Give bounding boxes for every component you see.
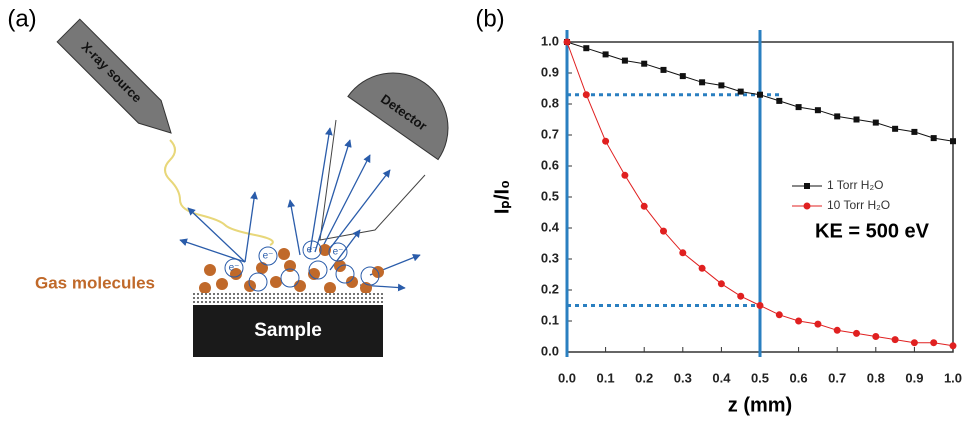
marker xyxy=(679,73,686,80)
x-tick-label: 0.1 xyxy=(597,370,615,385)
y-tick-label: 0.4 xyxy=(541,219,560,234)
x-tick-label: 0.0 xyxy=(558,370,576,385)
legend-label: 1 Torr H₂O xyxy=(827,178,883,192)
y-axis-label: Iₚ/I₀ xyxy=(491,180,513,214)
marker xyxy=(718,82,725,89)
marker xyxy=(872,119,879,126)
marker xyxy=(679,249,687,257)
x-tick-label: 0.7 xyxy=(828,370,846,385)
marker xyxy=(930,339,938,347)
marker xyxy=(892,125,899,132)
annotation: KE = 500 eV xyxy=(815,220,930,242)
x-tick-label: 1.0 xyxy=(944,370,962,385)
marker xyxy=(950,138,956,145)
marker xyxy=(872,333,880,340)
electron-paths xyxy=(179,127,421,292)
panel-label: (a) xyxy=(7,5,36,32)
marker xyxy=(833,326,841,334)
legend-label: 10 Torr H₂O xyxy=(827,198,890,212)
panel-label: (b) xyxy=(475,5,504,32)
marker xyxy=(930,135,937,142)
marker xyxy=(737,292,745,300)
marker xyxy=(698,264,706,272)
diagram: X-ray source Detector e⁻ e⁻ e⁻ e⁻ Gas mo… xyxy=(35,18,449,357)
y-tick-label: 0.7 xyxy=(541,126,559,141)
marker xyxy=(853,329,860,337)
marker xyxy=(699,79,706,86)
sample xyxy=(193,305,383,357)
gas-molecules xyxy=(199,244,384,294)
legend-marker xyxy=(804,183,810,189)
marker xyxy=(583,45,590,52)
marker xyxy=(775,311,783,319)
electrons: e⁻ e⁻ e⁻ e⁻ xyxy=(224,240,380,292)
legend-marker xyxy=(803,202,811,210)
marker xyxy=(795,104,802,111)
marker xyxy=(910,339,918,347)
marker xyxy=(757,91,763,98)
marker xyxy=(891,336,899,344)
x-tick-label: 0.8 xyxy=(867,370,885,385)
xray-beam xyxy=(164,139,274,246)
y-tick-label: 0.5 xyxy=(541,188,559,203)
marker xyxy=(814,320,822,328)
x-tick-label: 0.3 xyxy=(674,370,692,385)
marker xyxy=(737,88,744,95)
marker xyxy=(621,171,629,179)
xray-source: X-ray source xyxy=(56,18,172,134)
marker xyxy=(621,57,628,64)
y-tick-label: 0.1 xyxy=(541,312,559,327)
x-tick-label: 0.5 xyxy=(751,370,769,385)
electron-label: e⁻ xyxy=(229,263,240,274)
marker xyxy=(756,302,764,309)
detector-cone xyxy=(319,119,426,241)
x-tick-label: 0.6 xyxy=(790,370,808,385)
x-tick-label: 0.2 xyxy=(635,370,653,385)
y-tick-label: 0.3 xyxy=(541,250,559,265)
y-tick-label: 0.0 xyxy=(541,343,559,358)
y-tick-label: 0.2 xyxy=(541,281,559,296)
electron-label: e⁻ xyxy=(307,245,318,256)
marker xyxy=(776,97,783,104)
marker xyxy=(949,342,957,350)
marker xyxy=(853,116,860,123)
sample-label: Sample xyxy=(254,320,322,341)
electron-label: e⁻ xyxy=(333,247,344,258)
y-tick-label: 1.0 xyxy=(541,33,559,48)
x-tick-label: 0.9 xyxy=(905,370,923,385)
detector: Detector xyxy=(347,72,449,161)
marker xyxy=(563,38,571,46)
surface xyxy=(193,293,383,305)
marker xyxy=(795,317,803,325)
marker xyxy=(660,66,667,73)
marker xyxy=(640,202,648,210)
gas-label: Gas molecules xyxy=(35,273,155,292)
y-tick-label: 0.9 xyxy=(541,64,559,79)
electron-label: e⁻ xyxy=(263,251,274,262)
marker xyxy=(602,51,609,58)
x-tick-label: 0.4 xyxy=(712,370,731,385)
chart: 0.0 0.1 0.2 0.3 0.4 0.5 0.6 0.7 0.8 0.9 1.0 0.0 0.1 0… xyxy=(491,30,962,416)
marker xyxy=(717,280,725,288)
x-axis-label: z (mm) xyxy=(728,394,792,416)
marker xyxy=(582,91,590,99)
marker xyxy=(660,227,667,235)
marker xyxy=(641,60,648,67)
marker xyxy=(834,113,841,120)
marker xyxy=(602,137,610,145)
y-tick-label: 0.8 xyxy=(541,95,559,110)
marker xyxy=(814,107,821,114)
y-tick-label: 0.6 xyxy=(541,157,559,172)
marker xyxy=(911,128,918,135)
